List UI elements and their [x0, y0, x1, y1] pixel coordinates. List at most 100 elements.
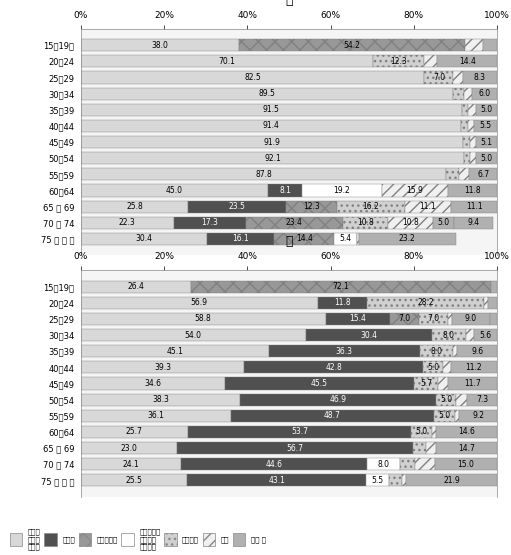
- Bar: [402, 475, 406, 486]
- Bar: [81, 345, 269, 357]
- Bar: [447, 168, 459, 180]
- Bar: [435, 458, 497, 470]
- Text: 22.3: 22.3: [119, 218, 135, 228]
- Bar: [81, 458, 181, 470]
- Bar: [334, 233, 357, 245]
- Bar: [466, 329, 474, 341]
- Bar: [81, 426, 188, 438]
- Bar: [470, 136, 476, 148]
- Text: 15.0: 15.0: [457, 460, 474, 469]
- Bar: [451, 200, 497, 213]
- Text: 34.6: 34.6: [144, 379, 161, 388]
- Bar: [467, 393, 497, 406]
- Bar: [453, 88, 464, 100]
- Bar: [453, 345, 457, 357]
- Text: 82.5: 82.5: [244, 73, 261, 82]
- Text: 23.0: 23.0: [120, 443, 137, 452]
- Bar: [207, 233, 274, 245]
- Bar: [81, 217, 174, 229]
- Title: 男: 男: [285, 0, 293, 7]
- Bar: [231, 410, 434, 422]
- Text: 10.8: 10.8: [357, 218, 374, 228]
- Bar: [489, 297, 497, 309]
- Bar: [464, 39, 482, 51]
- Bar: [244, 361, 423, 374]
- Text: 46.9: 46.9: [330, 395, 346, 404]
- Text: 24.1: 24.1: [123, 460, 140, 469]
- Bar: [191, 281, 491, 292]
- Text: 5.5: 5.5: [372, 476, 384, 485]
- Text: 36.1: 36.1: [148, 411, 165, 420]
- Text: 5.0: 5.0: [440, 395, 452, 404]
- Text: 16.1: 16.1: [233, 234, 249, 244]
- Text: 14.7: 14.7: [458, 443, 475, 452]
- Bar: [414, 377, 438, 390]
- Text: 19.2: 19.2: [334, 186, 350, 195]
- Text: 23.4: 23.4: [286, 218, 303, 228]
- Bar: [318, 297, 367, 309]
- Bar: [456, 393, 467, 406]
- Bar: [472, 88, 497, 100]
- Text: 5.1: 5.1: [480, 138, 493, 147]
- Text: 72.1: 72.1: [333, 282, 349, 291]
- Bar: [81, 168, 447, 180]
- Text: 54.2: 54.2: [343, 41, 360, 50]
- Bar: [388, 217, 433, 229]
- Text: 56.7: 56.7: [286, 443, 303, 452]
- Text: 9.0: 9.0: [465, 315, 477, 324]
- Bar: [434, 410, 455, 422]
- Bar: [463, 136, 470, 148]
- Bar: [81, 475, 187, 486]
- Bar: [367, 458, 400, 470]
- Text: 53.7: 53.7: [291, 427, 308, 436]
- Text: 48.7: 48.7: [324, 411, 341, 420]
- Text: 5.0: 5.0: [437, 218, 450, 228]
- Bar: [269, 345, 420, 357]
- Bar: [459, 168, 469, 180]
- Text: 45.1: 45.1: [166, 347, 183, 356]
- Bar: [437, 56, 497, 67]
- Bar: [367, 297, 484, 309]
- Bar: [448, 313, 452, 325]
- Bar: [452, 313, 490, 325]
- Text: 16.2: 16.2: [363, 202, 379, 211]
- Bar: [240, 393, 435, 406]
- Text: 92.1: 92.1: [264, 154, 281, 163]
- Text: 7.3: 7.3: [476, 395, 488, 404]
- Bar: [268, 184, 302, 196]
- Bar: [81, 88, 453, 100]
- Text: 14.4: 14.4: [459, 57, 476, 66]
- Text: 11.8: 11.8: [334, 298, 351, 307]
- Text: 25.8: 25.8: [126, 202, 143, 211]
- Bar: [435, 393, 456, 406]
- Bar: [411, 426, 432, 438]
- Bar: [81, 377, 225, 390]
- Bar: [366, 475, 389, 486]
- Bar: [81, 233, 207, 245]
- Bar: [448, 184, 497, 196]
- Text: 9.2: 9.2: [472, 411, 484, 420]
- Bar: [274, 233, 334, 245]
- Text: 54.0: 54.0: [184, 331, 202, 340]
- Bar: [484, 297, 489, 309]
- Bar: [469, 168, 497, 180]
- Bar: [81, 120, 461, 132]
- Bar: [81, 410, 231, 422]
- Text: 30.4: 30.4: [135, 234, 153, 244]
- Bar: [286, 200, 337, 213]
- Text: 11.1: 11.1: [420, 202, 436, 211]
- Text: 21.9: 21.9: [443, 476, 460, 485]
- Bar: [482, 39, 497, 51]
- Bar: [81, 136, 463, 148]
- Text: 91.5: 91.5: [263, 105, 280, 114]
- Text: 5.0: 5.0: [416, 427, 428, 436]
- Bar: [468, 120, 474, 132]
- Bar: [453, 72, 462, 84]
- Text: 25.5: 25.5: [125, 476, 142, 485]
- Bar: [176, 442, 413, 454]
- Text: 6.7: 6.7: [477, 170, 490, 179]
- Text: 5.0: 5.0: [427, 363, 439, 372]
- Text: 8.0: 8.0: [378, 460, 389, 469]
- Text: 38.3: 38.3: [152, 395, 169, 404]
- Bar: [81, 72, 424, 84]
